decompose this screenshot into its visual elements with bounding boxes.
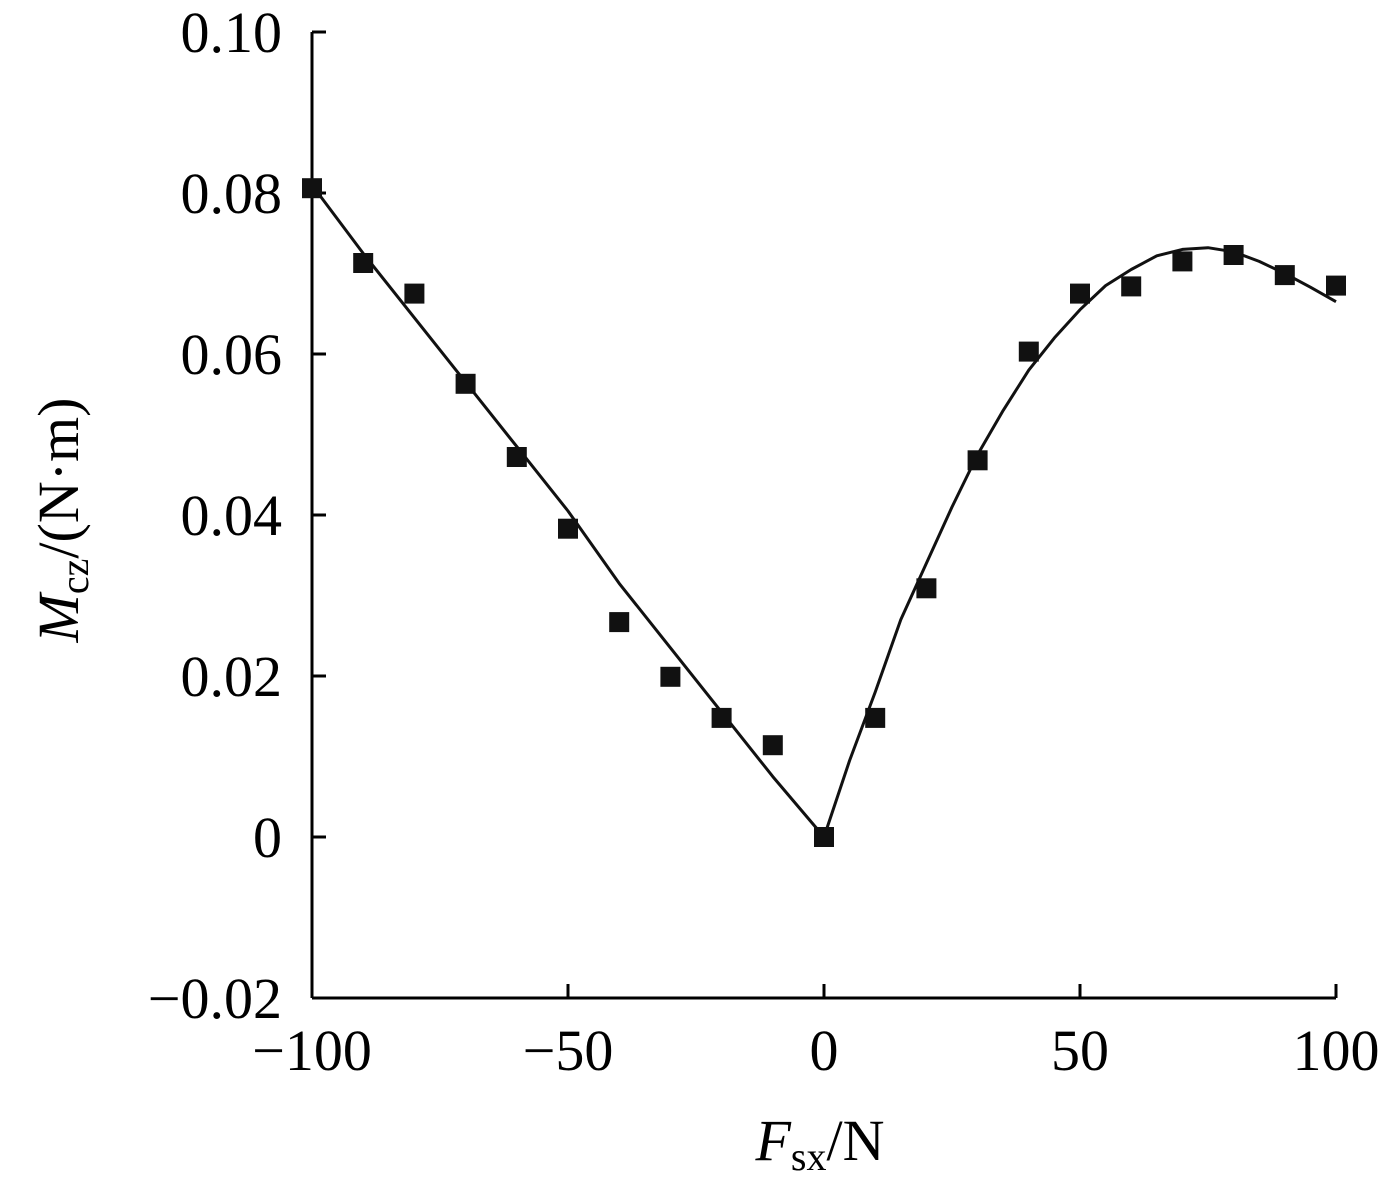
markers-layer	[302, 178, 1346, 847]
data-point-marker	[558, 518, 578, 539]
x-tick-label: −50	[523, 1018, 614, 1083]
data-point-marker	[1172, 251, 1193, 272]
data-point-marker	[302, 178, 322, 199]
data-point-marker	[1274, 265, 1295, 286]
x-tick-label: 100	[1293, 1018, 1380, 1083]
y-tick-label: 0.10	[181, 0, 283, 65]
data-point-marker	[660, 666, 681, 687]
y-tick-label: 0.04	[181, 483, 283, 548]
y-axis-label: Mcz/(N·m)	[26, 398, 97, 644]
data-point-marker	[814, 827, 834, 847]
data-point-marker	[711, 707, 732, 728]
y-axis-label-unit: /(N·m)	[26, 398, 91, 559]
data-point-marker	[1326, 275, 1346, 296]
x-tick-label: 50	[1051, 1018, 1109, 1083]
data-point-marker	[865, 707, 886, 728]
data-point-marker	[506, 447, 527, 467]
x-axis-label-subscript: sx	[791, 1134, 827, 1179]
data-point-marker	[1223, 245, 1244, 265]
data-point-marker	[609, 612, 630, 633]
data-point-marker	[1070, 283, 1090, 304]
y-tick-label: 0.06	[181, 322, 283, 387]
y-tick-label: 0.08	[181, 161, 283, 226]
x-axis-label: Fsx/N	[754, 1108, 884, 1179]
fit-curve-layer	[310, 184, 1337, 839]
x-tick-label: 0	[810, 1018, 839, 1083]
y-ticks: −0.02 0 0.02 0.04 0.06 0.08 0.10	[148, 0, 326, 1031]
y-tick-label: −0.02	[148, 966, 282, 1031]
x-axis-label-unit: /N	[827, 1108, 885, 1173]
y-tick-label: 0.02	[181, 644, 283, 709]
data-point-marker	[1121, 276, 1142, 297]
data-point-marker	[404, 283, 425, 304]
data-point-marker	[762, 735, 783, 756]
y-axis-label-symbol: M	[26, 591, 91, 643]
y-tick-label: 0	[253, 805, 282, 870]
x-ticks: −100 −50 0 50 100	[252, 984, 1380, 1083]
data-point-marker	[967, 450, 988, 471]
data-point-marker	[916, 578, 937, 599]
fit-curve	[310, 184, 1337, 839]
data-point-marker	[455, 373, 476, 394]
data-point-marker	[1018, 341, 1039, 362]
x-tick-label: −100	[252, 1018, 372, 1083]
data-point-marker	[353, 253, 374, 273]
x-axis-label-symbol: F	[754, 1108, 791, 1173]
y-axis-label-subscript: cz	[52, 559, 97, 595]
